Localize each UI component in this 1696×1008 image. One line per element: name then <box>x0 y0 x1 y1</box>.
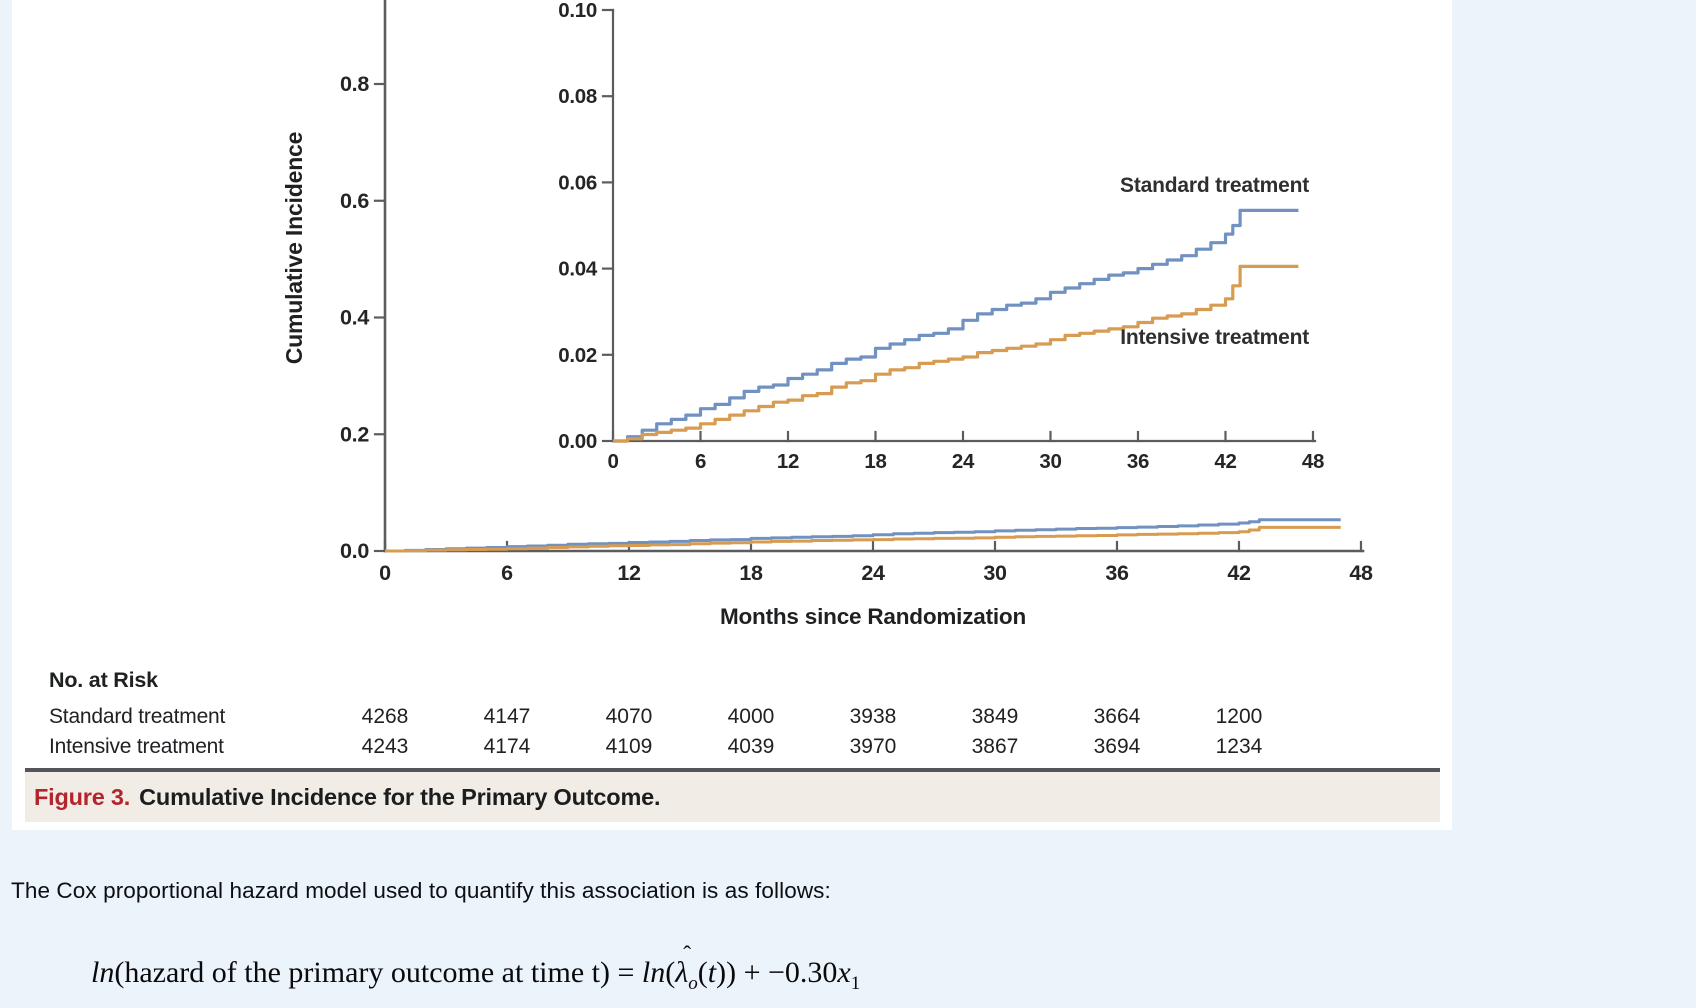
inset-curve-standard-treatment <box>613 208 1299 443</box>
risk-count: 1200 <box>1215 705 1263 728</box>
main-x-tick-label: 48 <box>1349 561 1373 585</box>
caption-divider <box>25 768 1440 772</box>
main-curve-intensive-treatment <box>385 525 1341 553</box>
inset-x-tick-label: 18 <box>864 450 886 473</box>
risk-count: 4039 <box>727 735 775 758</box>
risk-count: 4070 <box>605 705 653 728</box>
inset-y-tick-label: 0.06 <box>558 171 597 194</box>
formula-ln: ln <box>91 956 115 989</box>
inset-y-tick-label: 0.02 <box>558 344 597 367</box>
risk-count: 4174 <box>483 735 531 758</box>
legend-standard-treatment: Standard treatment <box>1120 174 1309 197</box>
main-x-tick-label: 6 <box>501 561 513 585</box>
inset-x-tick-label: 6 <box>695 450 706 473</box>
main-y-tick-label: 0.4 <box>340 306 369 330</box>
risk-count: 3938 <box>849 705 897 728</box>
risk-count: 3849 <box>971 705 1019 728</box>
figure-caption-title: Cumulative Incidence for the Primary Out… <box>139 784 661 810</box>
main-x-tick-label: 24 <box>861 561 885 585</box>
main-y-tick-label: 0.0 <box>340 539 369 563</box>
risk-count: 3970 <box>849 735 897 758</box>
inset-y-tick-label: 0.00 <box>558 430 597 453</box>
formula-paren: ( <box>697 956 708 989</box>
formula-hazard-text: (hazard of the primary outcome at time t… <box>114 956 642 989</box>
inset-curve-intensive-treatment <box>613 264 1299 443</box>
inset-x-tick-label: 24 <box>952 450 975 473</box>
inset-y-tick-label: 0.04 <box>558 258 598 281</box>
legend-intensive-treatment: Intensive treatment <box>1120 326 1309 349</box>
risk-count: 4268 <box>361 705 409 728</box>
figure-caption: Figure 3. Cumulative Incidence for the Pr… <box>25 772 1440 822</box>
main-x-axis-title: Months since Randomization <box>719 604 1027 629</box>
x-variable: x <box>837 956 851 989</box>
main-y-tick-label: 0.2 <box>340 422 369 446</box>
inset-y-tick-label: 0.08 <box>558 85 597 108</box>
risk-count: 4243 <box>361 735 409 758</box>
inset-x-tick-label: 30 <box>1039 450 1061 473</box>
inset-x-tick-label: 12 <box>777 450 799 473</box>
cumulative-incidence-chart: 0.0 0.2 0.4 0.6 0.8 0 6 12 18 24 30 36 42 48 0.00 0.02 0… <box>340 0 1373 585</box>
inset-x-tick-label: 48 <box>1302 450 1324 473</box>
risk-count: 3867 <box>971 735 1019 758</box>
inset-x-tick-label: 36 <box>1127 450 1149 473</box>
inset-x-tick-label: 0 <box>607 450 618 473</box>
inset-y-tick-label: 0.10 <box>558 0 597 22</box>
main-x-tick-label: 12 <box>617 561 641 585</box>
main-y-tick-label: 0.6 <box>340 189 369 213</box>
time-variable: t <box>707 956 717 989</box>
main-x-tick-label: 36 <box>1105 561 1129 585</box>
main-x-tick-label: 18 <box>739 561 763 585</box>
lambda-subscript: o <box>688 973 698 994</box>
risk-count: 4000 <box>727 705 775 728</box>
risk-row-label: Standard treatment <box>49 705 226 728</box>
main-curve-standard-treatment <box>385 518 1341 553</box>
main-x-tick-label: 42 <box>1227 561 1251 585</box>
main-x-tick-label: 0 <box>379 561 391 585</box>
risk-count: 3694 <box>1093 735 1141 758</box>
formula-lambda-hat: ˆ λo <box>675 942 698 993</box>
figure-caption-label: Figure 3. <box>34 784 131 810</box>
risk-row-label: Intensive treatment <box>49 735 224 758</box>
cox-model-formula: ln(hazard of the primary outcome at time… <box>91 942 860 993</box>
risk-count: 4147 <box>483 705 531 728</box>
formula-coefficient: )) + −0.30 <box>716 956 838 989</box>
hat-accent: ˆ <box>683 941 691 968</box>
cox-model-sentence: The Cox proportional hazard model used t… <box>11 878 831 903</box>
lambda-symbol: λ <box>675 956 689 989</box>
main-y-tick-label: 0.8 <box>340 72 369 96</box>
no-at-risk-heading: No. at Risk <box>49 668 158 692</box>
inset-x-tick-label: 42 <box>1214 450 1236 473</box>
main-x-tick-label: 30 <box>983 561 1007 585</box>
x-subscript: 1 <box>850 973 861 994</box>
figure-panel: 0.0 0.2 0.4 0.6 0.8 0 6 12 18 24 30 36 42 48 0.00 0.02 0… <box>12 0 1452 830</box>
risk-count: 3664 <box>1093 705 1141 728</box>
main-y-axis-title: Cumulative Incidence <box>281 131 307 365</box>
formula-ln: ln <box>641 956 666 989</box>
risk-count: 4109 <box>605 735 653 758</box>
risk-count: 1234 <box>1215 735 1263 758</box>
formula-paren: ( <box>665 956 676 989</box>
